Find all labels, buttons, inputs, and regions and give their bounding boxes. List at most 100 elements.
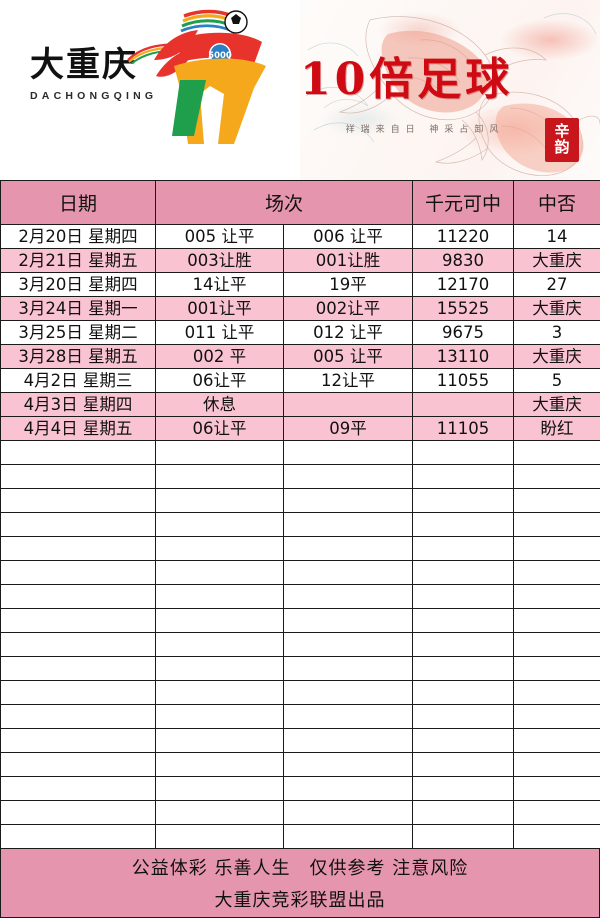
cell-empty (0, 488, 156, 513)
cell-empty (412, 728, 515, 753)
cell-empty (282, 680, 414, 705)
cell-empty (412, 464, 515, 489)
cell-match-2: 005 让平 (282, 344, 414, 369)
column-header-hit: 中否 (513, 180, 600, 225)
cell-empty (412, 488, 515, 513)
cell-empty (513, 608, 600, 633)
cell-empty (282, 536, 414, 561)
cell-empty (0, 752, 156, 777)
cell-empty (513, 536, 600, 561)
cell-empty (412, 776, 515, 801)
table-body: 2月20日 星期四 005 让平 006 让平 11220 14 2月21日 星期五 003… (0, 224, 600, 849)
cell-amount (412, 392, 515, 417)
cell-match-1: 06让平 (155, 368, 284, 393)
table-row: 3月20日 星期四 14让平 19平 12170 27 (0, 272, 600, 297)
cell-empty (155, 800, 284, 825)
cell-empty (155, 752, 284, 777)
cell-match-1: 011 让平 (155, 320, 284, 345)
seal-stamp: 辛 韵 (545, 118, 579, 162)
cell-date: 3月25日 星期二 (0, 320, 156, 345)
cell-match-1: 005 让平 (155, 224, 284, 249)
table-row: 4月2日 星期三 06让平 12让平 11055 5 (0, 368, 600, 393)
brand-logo: 大重庆 DACHONGQING (30, 43, 178, 134)
table-row-empty (0, 728, 600, 753)
brand-name-en: DACHONGQING (30, 90, 158, 102)
table-row-empty (0, 776, 600, 801)
table-row: 2月21日 星期五 003让胜 001让胜 9830 大重庆 (0, 248, 600, 273)
cell-empty (513, 752, 600, 777)
cell-empty (0, 632, 156, 657)
table-row-empty (0, 488, 600, 513)
cell-amount: 11220 (412, 224, 515, 249)
cell-empty (282, 656, 414, 681)
cell-empty (0, 800, 156, 825)
table-row-empty (0, 752, 600, 777)
cell-empty (0, 584, 156, 609)
cell-empty (155, 608, 284, 633)
cell-amount: 9675 (412, 320, 515, 345)
cell-match-2: 12让平 (282, 368, 414, 393)
cell-empty (412, 704, 515, 729)
cell-empty (0, 560, 156, 585)
cell-empty (155, 536, 284, 561)
table-row-empty (0, 512, 600, 537)
cell-amount: 11055 (412, 368, 515, 393)
cell-empty (0, 728, 156, 753)
cell-date: 2月20日 星期四 (0, 224, 156, 249)
cell-empty (412, 800, 515, 825)
cell-empty (282, 728, 414, 753)
cell-empty (513, 488, 600, 513)
cell-empty (513, 656, 600, 681)
cell-empty (0, 608, 156, 633)
table-row: 3月28日 星期五 002 平 005 让平 13110 大重庆 (0, 344, 600, 369)
cell-hit: 14 (513, 224, 600, 249)
table-header-row: 日期 场次 千元可中 中否 (0, 180, 600, 225)
cell-match-2: 09平 (282, 416, 414, 441)
cell-hit: 27 (513, 272, 600, 297)
cell-match-2: 002让平 (282, 296, 414, 321)
cell-date: 2月21日 星期五 (0, 248, 156, 273)
cell-empty (513, 824, 600, 849)
cell-empty (513, 776, 600, 801)
table-row-empty (0, 536, 600, 561)
cell-empty (282, 824, 414, 849)
cell-empty (155, 632, 284, 657)
cell-empty (282, 632, 414, 657)
cell-empty (0, 464, 156, 489)
cell-empty (155, 680, 284, 705)
cell-match-2 (282, 392, 414, 417)
cell-empty (155, 488, 284, 513)
table-row: 4月3日 星期四 休息 大重庆 (0, 392, 600, 417)
cell-empty (155, 704, 284, 729)
cell-empty (0, 512, 156, 537)
cell-empty (0, 440, 156, 465)
table-row-empty (0, 704, 600, 729)
table-row-empty (0, 680, 600, 705)
cell-date: 3月28日 星期五 (0, 344, 156, 369)
cell-match-1: 003让胜 (155, 248, 284, 273)
column-header-date: 日期 (0, 180, 156, 225)
cell-empty (0, 536, 156, 561)
cell-amount: 15525 (412, 296, 515, 321)
cell-date: 3月20日 星期四 (0, 272, 156, 297)
cell-amount: 12170 (412, 272, 515, 297)
cell-date: 4月2日 星期三 (0, 368, 156, 393)
cell-empty (412, 752, 515, 777)
cell-empty (282, 560, 414, 585)
footer-slogan-line2: 大重庆竞彩联盟出品 (214, 890, 386, 911)
column-header-matches: 场次 (154, 180, 414, 225)
cell-empty (155, 512, 284, 537)
cell-empty (412, 560, 515, 585)
cell-match-1: 14让平 (155, 272, 284, 297)
forecast-table: 日期 场次 千元可中 中否 2月20日 星期四 005 让平 006 让平 11220… (0, 180, 600, 849)
cell-empty (155, 824, 284, 849)
cell-empty (412, 632, 515, 657)
cell-empty (412, 512, 515, 537)
cell-empty (513, 560, 600, 585)
cell-match-1: 001让平 (155, 296, 284, 321)
cell-match-2: 001让胜 (282, 248, 414, 273)
cell-hit: 大重庆 (513, 344, 600, 369)
table-row-empty (0, 608, 600, 633)
cell-empty (513, 512, 600, 537)
